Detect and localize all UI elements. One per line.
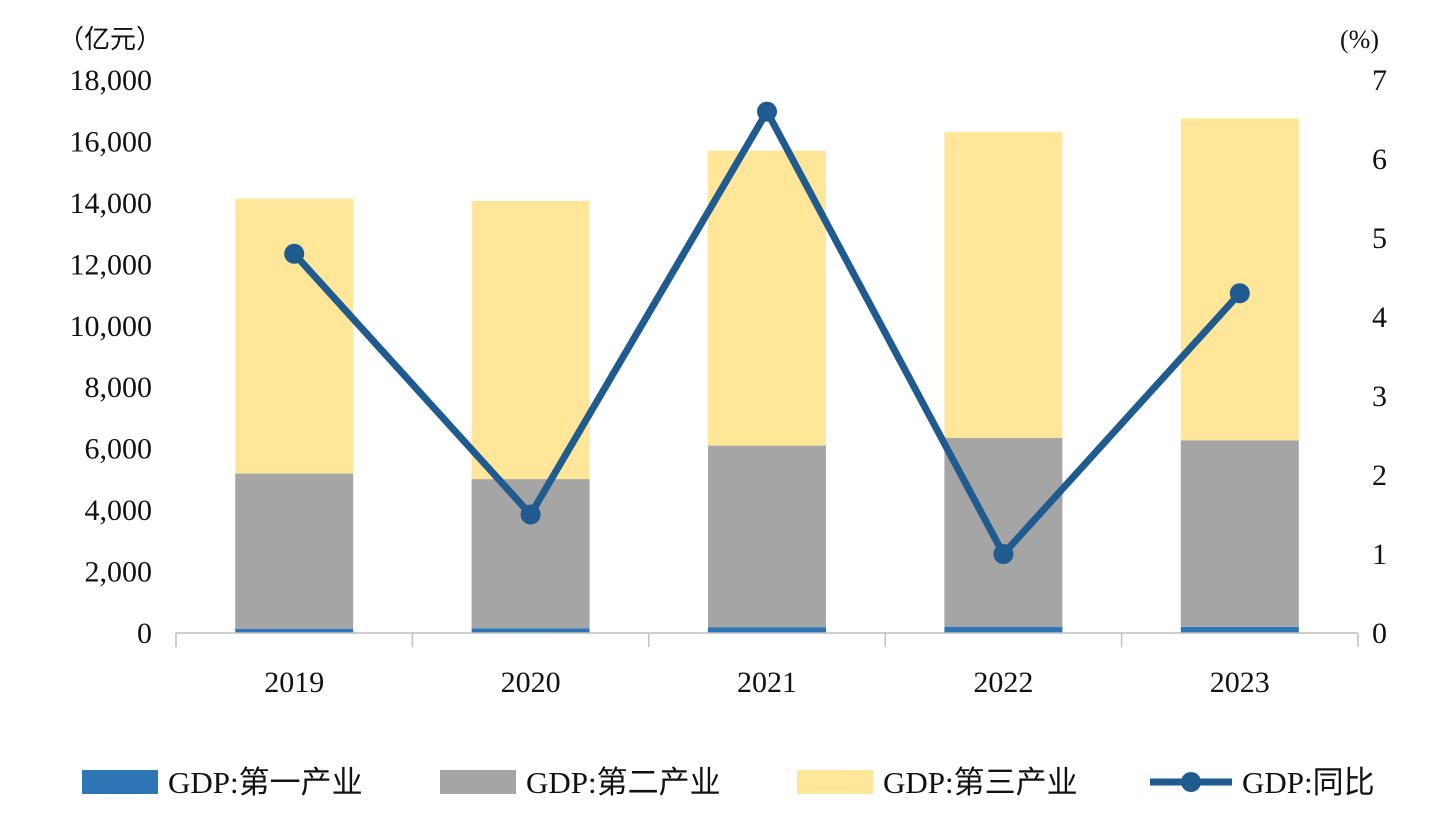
x-tick-label-2023: 2023	[1210, 666, 1270, 699]
bar-tertiary-2022	[944, 132, 1063, 438]
left-tick-label: 0	[137, 617, 152, 650]
growth-point-2021	[757, 101, 777, 122]
right-tick-label: 6	[1372, 143, 1387, 176]
bar-primary-2021	[708, 627, 826, 633]
left-tick-label: 18,000	[70, 64, 153, 97]
legend-label-tertiary: GDP:第三产业	[883, 765, 1078, 800]
left-tick-label: 14,000	[70, 187, 153, 220]
right-axis-unit: (%)	[1340, 25, 1379, 54]
growth-point-2020	[520, 504, 541, 525]
bar-tertiary-2020	[471, 201, 590, 480]
bar-tertiary-2021	[708, 150, 826, 446]
bars	[235, 118, 1299, 633]
x-tick-label-2022: 2022	[973, 666, 1033, 699]
legend-label-primary: GDP:第一产业	[168, 765, 363, 800]
right-tick-label: 4	[1372, 301, 1387, 334]
left-axis-unit: （亿元）	[58, 25, 162, 54]
bar-primary-2023	[1180, 626, 1299, 633]
left-tick-label: 4,000	[85, 494, 153, 527]
right-tick-label: 1	[1372, 538, 1387, 571]
left-tick-label: 6,000	[85, 433, 153, 466]
bar-primary-2020	[471, 628, 590, 633]
left-tick-label: 16,000	[70, 125, 153, 158]
legend-label-secondary: GDP:第二产业	[526, 765, 721, 800]
legend-swatch-tertiary	[797, 770, 873, 794]
bar-primary-2022	[944, 627, 1063, 633]
right-tick-label: 2	[1372, 459, 1387, 492]
bar-secondary-2019	[235, 473, 354, 629]
x-tick-label-2019: 2019	[264, 666, 324, 699]
legend-swatch-marker-growth	[1181, 772, 1201, 792]
left-tick-label: 12,000	[70, 248, 153, 281]
bar-secondary-2021	[708, 445, 826, 628]
bar-secondary-2020	[471, 479, 590, 629]
left-tick-label: 10,000	[70, 310, 153, 343]
x-axis: 2019 2020 2021 2022 2023	[175, 632, 1359, 699]
legend-swatch-secondary	[440, 770, 516, 794]
left-tick-label: 8,000	[85, 371, 153, 404]
right-axis: 0 1 2 3 4 5 6 7	[1372, 64, 1387, 650]
right-tick-label: 5	[1372, 222, 1387, 255]
growth-line-layer	[284, 101, 1250, 564]
bar-tertiary-2019	[235, 198, 354, 474]
x-tick-label-2020: 2020	[501, 666, 561, 699]
growth-point-2019	[284, 243, 305, 264]
right-tick-label: 7	[1372, 64, 1387, 97]
x-tick-label-2021: 2021	[737, 666, 797, 699]
left-axis: 0 2,000 4,000 6,000 8,000 10,000 12,000 14,000 1…	[70, 64, 153, 650]
growth-point-2022	[993, 544, 1014, 564]
growth-point-2023	[1229, 283, 1250, 304]
bar-primary-2019	[235, 628, 354, 633]
legend-label-growth: GDP:同比	[1242, 765, 1375, 800]
legend-swatch-primary	[82, 770, 158, 794]
legend: GDP:第一产业 GDP:第二产业 GDP:第三产业 GDP:同比	[82, 765, 1375, 800]
right-tick-label: 3	[1372, 380, 1387, 413]
bar-secondary-2023	[1180, 440, 1299, 627]
left-tick-label: 2,000	[85, 556, 153, 589]
right-tick-label: 0	[1372, 617, 1387, 650]
bar-secondary-2022	[944, 437, 1063, 628]
bar-tertiary-2023	[1180, 118, 1299, 441]
